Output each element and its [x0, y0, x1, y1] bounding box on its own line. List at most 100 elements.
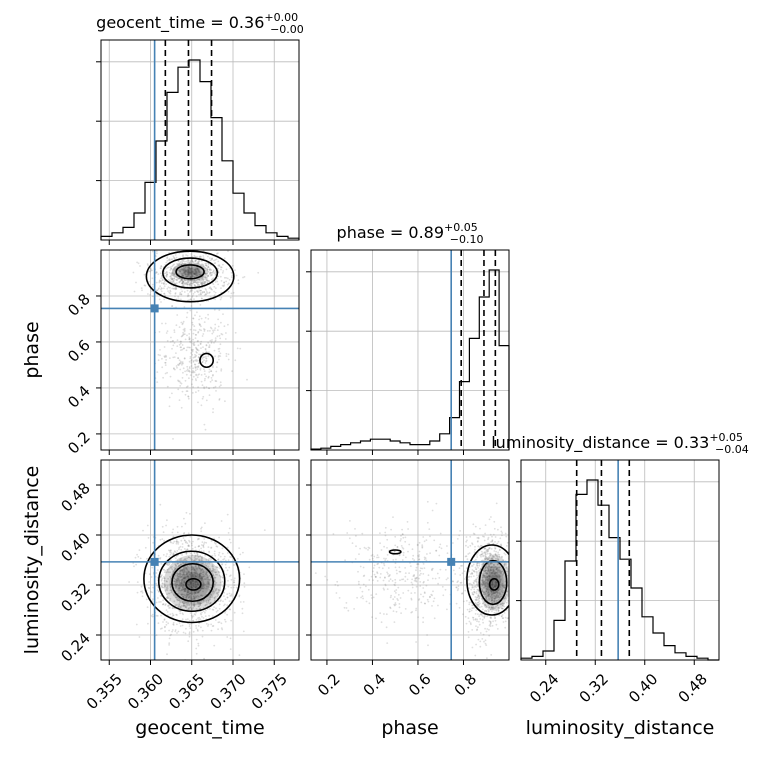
- scatter-point: [492, 566, 495, 569]
- sc-1-frame: [100, 459, 300, 661]
- scatter-point: [482, 633, 485, 636]
- scatter-point: [203, 278, 205, 280]
- scatter-point: [216, 609, 219, 612]
- scatter-point: [404, 608, 407, 610]
- scatter-point: [197, 389, 200, 392]
- scatter-point: [173, 266, 176, 269]
- scatter-point: [485, 590, 487, 592]
- scatter-point: [164, 322, 167, 325]
- scatter-point: [182, 584, 185, 587]
- scatter-point: [393, 583, 396, 586]
- scatter-point: [196, 267, 199, 270]
- scatter-point: [501, 607, 503, 610]
- scatter-point: [171, 347, 173, 350]
- scatter-point: [183, 581, 186, 583]
- scatter-point: [497, 528, 499, 531]
- scatter-point: [187, 281, 189, 283]
- scatter-point: [200, 547, 203, 550]
- scatter-point: [482, 615, 484, 618]
- scatter-point: [165, 332, 168, 334]
- scatter-point: [484, 566, 487, 569]
- scatter-point: [202, 587, 204, 590]
- scatter-point: [464, 555, 467, 558]
- scatter-point: [388, 580, 390, 582]
- scatter-point: [190, 572, 193, 574]
- scatter-point: [160, 579, 163, 582]
- scatter-point: [182, 322, 184, 325]
- scatter-point: [192, 630, 195, 633]
- scatter-point: [461, 572, 464, 575]
- hist-title-geocent_time: geocent_time = 0.36+0.00 −0.00: [96, 11, 304, 36]
- scatter-point: [418, 541, 421, 544]
- scatter-point: [338, 597, 341, 599]
- scatter-point: [485, 578, 488, 581]
- scatter-point: [194, 565, 197, 567]
- scatter-point: [181, 362, 183, 364]
- scatter-point: [178, 622, 181, 624]
- scatter-point: [213, 606, 216, 608]
- scatter-point: [188, 262, 191, 264]
- scatter-point: [486, 576, 489, 578]
- scatter-point: [202, 265, 204, 268]
- scatter-point: [482, 568, 485, 571]
- scatter-point: [183, 330, 186, 333]
- scatter-point: [158, 280, 161, 283]
- scatter-point: [495, 568, 498, 571]
- scatter-point: [196, 270, 199, 273]
- scatter-point: [177, 263, 180, 266]
- scatter-point: [174, 275, 177, 278]
- scatter-point: [204, 609, 207, 612]
- scatter-point: [197, 537, 200, 540]
- scatter-point: [194, 366, 197, 368]
- scatter-point: [468, 603, 471, 606]
- scatter-point: [181, 279, 184, 282]
- scatter-point: [204, 293, 207, 295]
- scatter-point: [203, 368, 205, 370]
- scatter-point: [195, 611, 197, 614]
- scatter-point: [504, 620, 507, 623]
- scatter-point: [468, 601, 471, 604]
- scatter-point: [180, 382, 183, 385]
- scatter-point: [418, 574, 421, 576]
- scatter-point: [139, 557, 142, 560]
- scatter-point: [493, 592, 496, 594]
- contour-0-2: [145, 250, 235, 303]
- scatter-point: [166, 580, 168, 583]
- scatter-point: [491, 572, 493, 575]
- scatter-point: [172, 553, 175, 556]
- scatter-point: [497, 559, 499, 561]
- scatter-point: [215, 545, 218, 548]
- scatter-point: [509, 599, 511, 601]
- scatter-point: [190, 608, 193, 611]
- scatter-point: [472, 607, 474, 609]
- scatter-point: [205, 622, 208, 625]
- scatter-point: [190, 359, 193, 361]
- scatter-point: [188, 285, 191, 287]
- scatter-point: [489, 563, 492, 565]
- scatter-point: [204, 262, 207, 265]
- scatter-point: [210, 269, 213, 271]
- scatter-point: [422, 536, 425, 538]
- scatter-point: [209, 602, 211, 605]
- scatter-point: [494, 574, 497, 577]
- scatter-point: [146, 606, 149, 609]
- scatter-point: [484, 572, 487, 575]
- scatter-point: [186, 289, 189, 292]
- scatter-point: [198, 575, 201, 578]
- scatter-point: [422, 587, 425, 589]
- scatter-point: [210, 274, 213, 276]
- scatter-point: [418, 577, 420, 580]
- scatter-point: [211, 288, 214, 291]
- scatter-point: [168, 291, 171, 294]
- scatter-point: [202, 277, 204, 280]
- scatter-point: [426, 634, 428, 636]
- scatter-point: [178, 580, 180, 582]
- scatter-point: [214, 337, 217, 339]
- scatter-point: [492, 575, 495, 578]
- scatter-point: [182, 284, 185, 287]
- scatter-point: [492, 568, 495, 571]
- scatter-point: [176, 583, 178, 586]
- scatter-point: [488, 624, 491, 627]
- scatter-point: [207, 313, 210, 316]
- scatter-point: [150, 269, 153, 271]
